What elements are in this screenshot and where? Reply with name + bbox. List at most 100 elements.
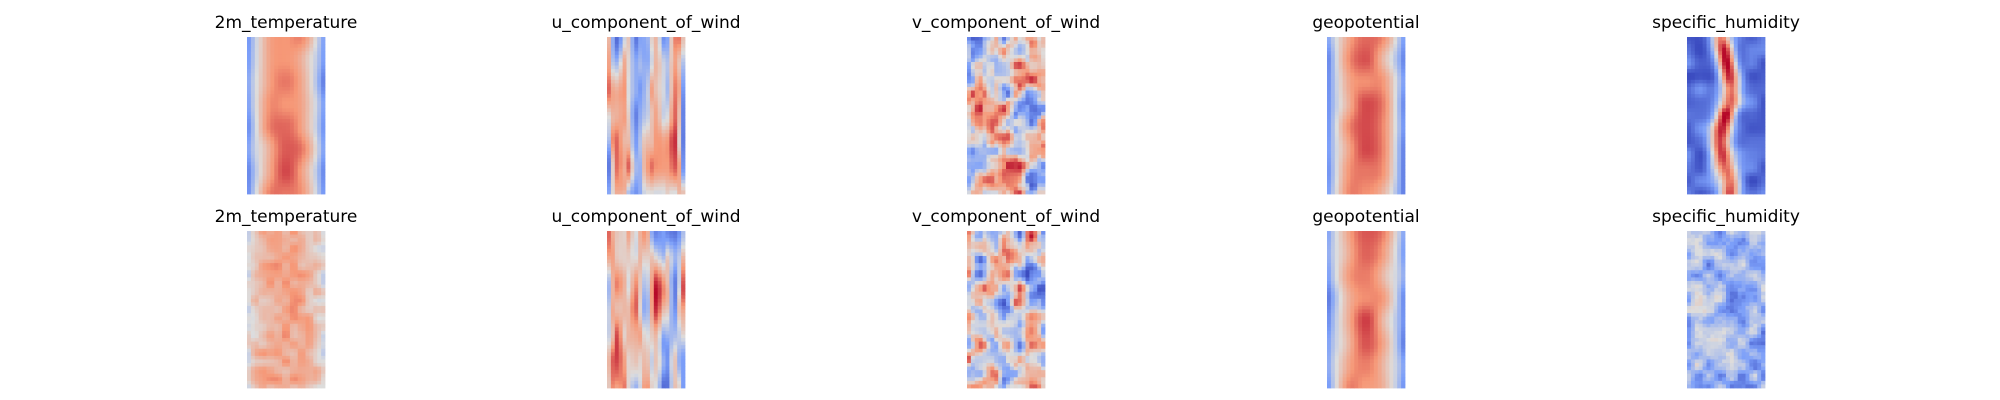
- heatmap-cell: [622, 69, 627, 74]
- heatmap-cell: [274, 65, 279, 70]
- heatmap-cell: [1017, 129, 1022, 134]
- heatmap-cell: [274, 122, 279, 127]
- heatmap-cell: [1342, 101, 1347, 106]
- heatmap-cell: [653, 165, 659, 170]
- heatmap-cell: [642, 79, 647, 84]
- heatmap-cell: [1009, 83, 1015, 88]
- heatmap-cell: [1710, 126, 1715, 131]
- heatmap-cell: [990, 83, 995, 88]
- heatmap-cell: [282, 252, 287, 257]
- heatmap-cell: [278, 277, 283, 282]
- heatmap-cell: [1749, 101, 1754, 106]
- heatmap-cell: [1358, 129, 1363, 134]
- heatmap-cell: [665, 172, 670, 177]
- heatmap-cell: [274, 255, 279, 260]
- heatmap-cell: [1737, 151, 1742, 156]
- heatmap-cell: [274, 133, 279, 138]
- heatmap-cell: [282, 270, 287, 275]
- heatmap-cell: [1330, 90, 1336, 95]
- heatmap-cell: [622, 129, 627, 134]
- heatmap-cell: [1753, 90, 1758, 95]
- heatmap-cell: [321, 86, 326, 91]
- heatmap-cell: [982, 111, 987, 116]
- heatmap-cell: [1745, 158, 1750, 163]
- heatmap-cell: [250, 111, 256, 116]
- heatmap-cell: [1377, 76, 1382, 81]
- heatmap-cell: [1002, 165, 1007, 170]
- heatmap-cell: [1393, 154, 1398, 159]
- heatmap-cell: [990, 61, 995, 66]
- heatmap-cell: [1327, 129, 1332, 134]
- heatmap-cell: [626, 165, 631, 170]
- heatmap-cell: [1729, 108, 1735, 113]
- heatmap-cell: [309, 122, 314, 127]
- heatmap-cell: [646, 44, 651, 49]
- heatmap-cell: [1330, 79, 1336, 84]
- heatmap-cell: [974, 104, 980, 109]
- heatmap-cell: [978, 144, 983, 149]
- heatmap-cell: [1733, 51, 1739, 56]
- heatmap-cell: [250, 126, 256, 131]
- heatmap-cell: [1025, 179, 1030, 184]
- heatmap-cell: [266, 176, 271, 181]
- heatmap-cell: [293, 158, 299, 163]
- heatmap-cell: [1037, 79, 1042, 84]
- heatmap-cell: [1757, 97, 1762, 102]
- heatmap-cell: [642, 104, 647, 109]
- heatmap-cell: [309, 323, 314, 328]
- heatmap-cell: [1385, 161, 1390, 166]
- heatmap-cell: [630, 154, 635, 159]
- heatmap-cell: [247, 305, 252, 310]
- heatmap-cell: [1366, 176, 1371, 181]
- heatmap-cell: [982, 54, 987, 59]
- heatmap-cell: [1025, 51, 1030, 56]
- heatmap-cell: [1033, 129, 1038, 134]
- heatmap-cell: [1397, 69, 1402, 74]
- heatmap-cell: [250, 147, 256, 152]
- heatmap-cell: [274, 72, 279, 77]
- heatmap-cell: [270, 288, 275, 293]
- heatmap-cell: [994, 165, 999, 170]
- heatmap-cell: [1037, 119, 1042, 124]
- heatmap-cell: [970, 161, 976, 166]
- heatmap-cell: [1702, 83, 1707, 88]
- heatmap-cell: [309, 140, 314, 145]
- heatmap-cell: [1694, 44, 1700, 49]
- heatmap-cell: [266, 234, 271, 239]
- heatmap-cell: [1342, 140, 1347, 145]
- heatmap-cell: [270, 61, 275, 66]
- heatmap-cell: [1006, 94, 1011, 99]
- heatmap-cell: [1687, 37, 1692, 41]
- heatmap-cell: [274, 176, 279, 181]
- heatmap-cell: [1342, 58, 1347, 63]
- heatmap-cell: [986, 158, 991, 163]
- heatmap-cell: [630, 169, 635, 173]
- heatmap-cell: [1373, 122, 1379, 127]
- heatmap-cell: [1369, 136, 1375, 141]
- heatmap-cell: [293, 288, 299, 293]
- heatmap-cell: [1350, 133, 1355, 138]
- heatmap-cell: [1757, 94, 1762, 99]
- heatmap-cell: [622, 165, 627, 170]
- heatmap-cell: [1033, 147, 1038, 152]
- heatmap-cell: [247, 320, 252, 325]
- heatmap-cell: [681, 101, 686, 106]
- heatmap-cell: [653, 108, 659, 113]
- heatmap-cell: [657, 115, 662, 120]
- heatmap-cell: [297, 241, 302, 246]
- heatmap-cell: [278, 65, 283, 70]
- heatmap-cell: [1342, 115, 1347, 120]
- heatmap-cell: [247, 266, 252, 271]
- heatmap-cell: [1393, 144, 1398, 149]
- heatmap-cell: [282, 277, 287, 282]
- heatmap-cell: [282, 94, 287, 99]
- heatmap-cell: [610, 79, 616, 84]
- heatmap-cell: [270, 241, 275, 246]
- heatmap-cell: [1017, 79, 1022, 84]
- heatmap-cell: [262, 111, 267, 116]
- heatmap-cell: [986, 90, 991, 95]
- heatmap-cell: [978, 115, 983, 120]
- heatmap-cell: [1698, 129, 1703, 134]
- heatmap-cell: [1737, 51, 1742, 56]
- heatmap-cell: [1745, 151, 1750, 156]
